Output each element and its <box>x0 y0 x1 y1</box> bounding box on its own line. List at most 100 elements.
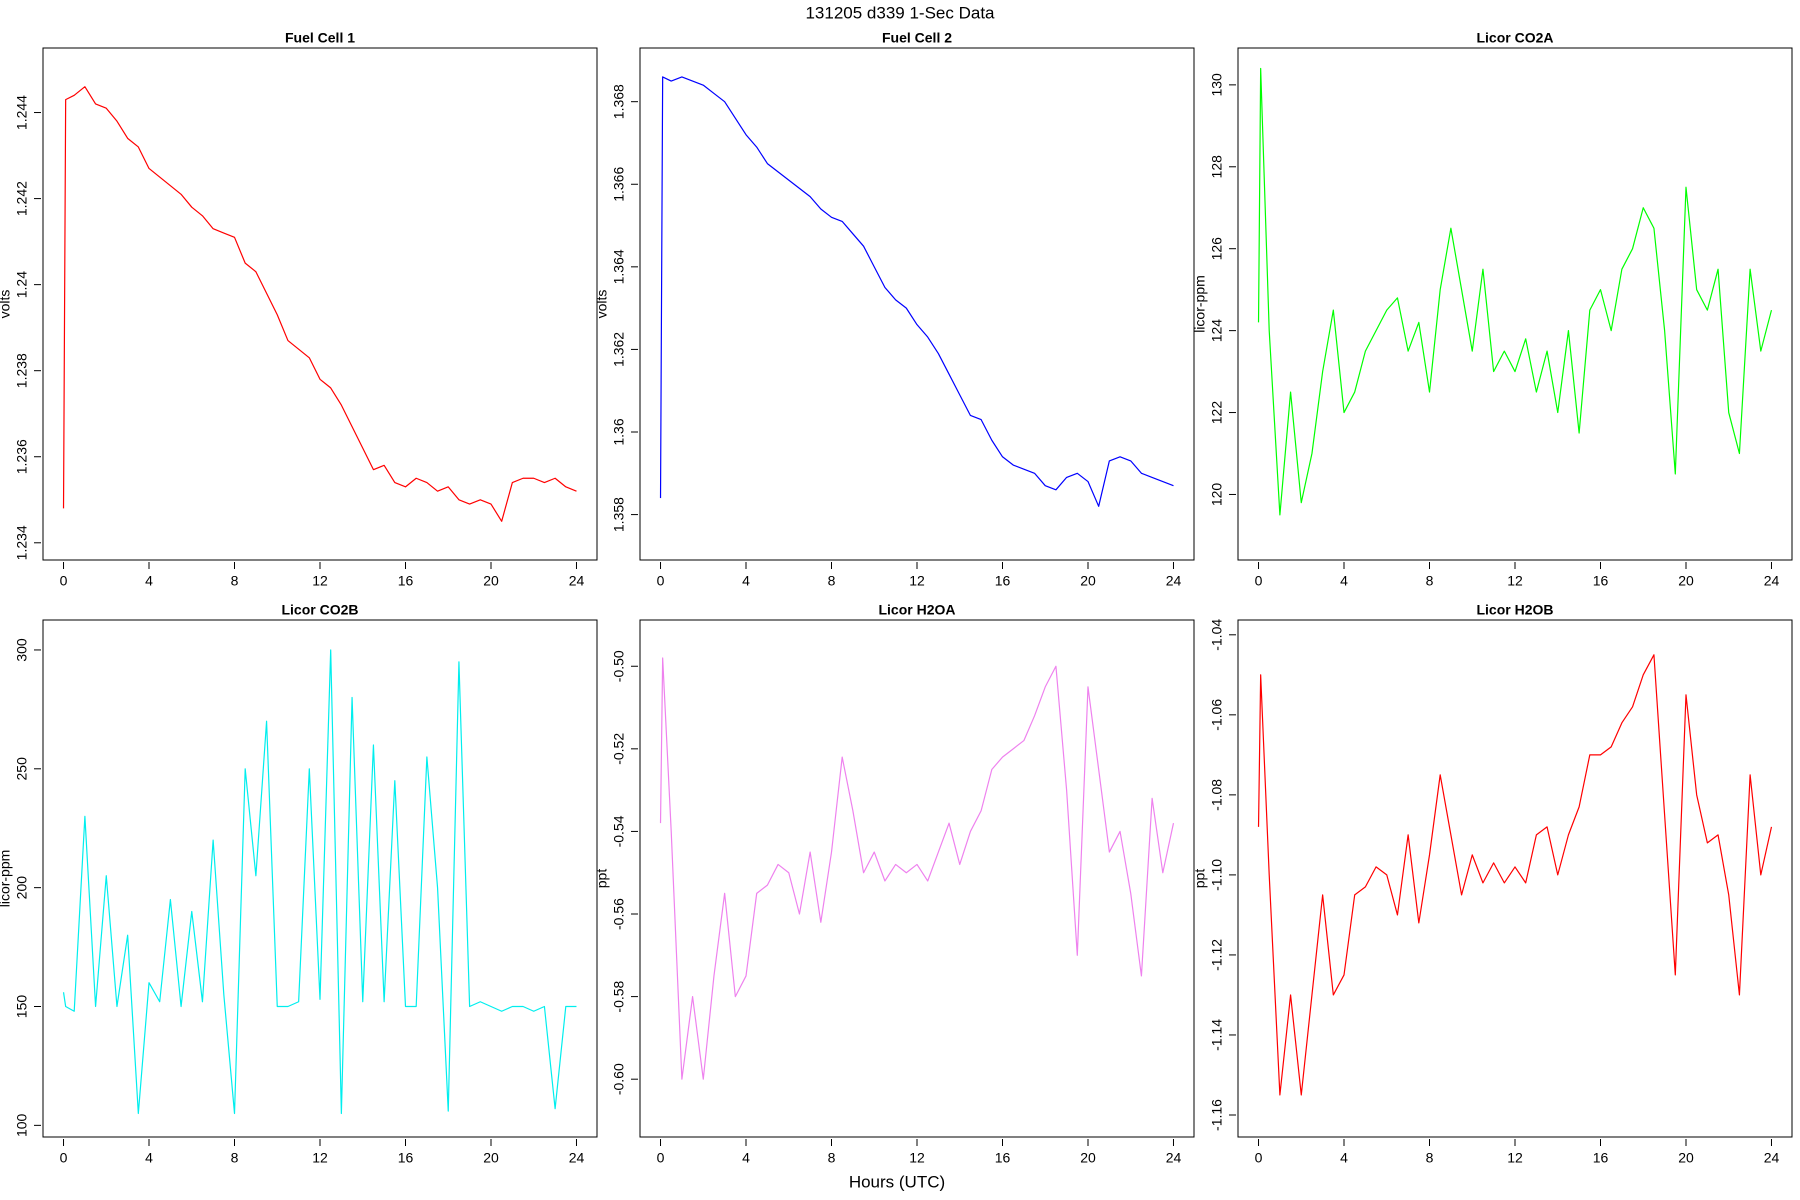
y-axis-label: ppt <box>594 869 610 889</box>
y-axis-label: licor-ppm <box>0 850 13 908</box>
x-tick-label: 20 <box>1678 573 1694 589</box>
y-tick-label: 1.234 <box>14 525 30 560</box>
panel-title: Fuel Cell 2 <box>882 30 952 46</box>
y-tick-label: -1.10 <box>1209 859 1225 891</box>
x-tick-label: 12 <box>312 1150 328 1166</box>
data-line <box>62 649 577 1115</box>
y-axis-label: ppt <box>1192 869 1208 889</box>
y-tick-label: 130 <box>1209 73 1225 97</box>
x-tick-label: 16 <box>995 573 1011 589</box>
plot-area <box>1257 654 1773 1096</box>
y-tick-label: -1.12 <box>1209 939 1225 971</box>
x-tick-label: 20 <box>483 1150 499 1166</box>
y-tick-label: 122 <box>1209 401 1225 425</box>
y-tick-label: 1.366 <box>611 167 627 202</box>
y-tick-label: 1.236 <box>14 439 30 474</box>
x-tick-label: 8 <box>1426 573 1434 589</box>
panel: Fuel Cell 2 volts 0 4 8 12 16 20 24 1.358 1.36 1.36… <box>594 30 1195 589</box>
y-tick-label: 1.362 <box>611 332 627 367</box>
x-tick-label: 24 <box>1166 1150 1182 1166</box>
plot-frame <box>1237 47 1793 561</box>
panel-title: Fuel Cell 1 <box>285 30 355 46</box>
y-tick-label: -0.56 <box>611 898 627 930</box>
x-tick-label: 0 <box>1255 573 1263 589</box>
x-tick-label: 4 <box>145 1150 153 1166</box>
y-tick-label: 150 <box>14 995 30 1019</box>
x-tick-label: 20 <box>483 573 499 589</box>
y-tick-label: 1.244 <box>14 95 30 130</box>
y-tick-label: -1.08 <box>1209 779 1225 811</box>
y-tick-label: 1.242 <box>14 181 30 216</box>
x-tick-label: 8 <box>1426 1150 1434 1166</box>
x-tick-label: 12 <box>909 1150 925 1166</box>
y-tick-label: -1.06 <box>1209 699 1225 731</box>
x-tick-label: 20 <box>1678 1150 1694 1166</box>
y-tick-label: -1.14 <box>1209 1019 1225 1051</box>
x-tick-label: 24 <box>569 1150 585 1166</box>
y-tick-label: 300 <box>14 638 30 662</box>
x-tick-label: 12 <box>1507 1150 1523 1166</box>
x-tick-label: 4 <box>742 573 750 589</box>
x-tick-label: 0 <box>657 1150 665 1166</box>
panel: Licor CO2A licor-ppm 0 4 8 12 16 20 24 120 122 124 1… <box>1192 30 1793 589</box>
y-tick-label: 126 <box>1209 237 1225 261</box>
y-tick-label: 1.36 <box>611 418 627 445</box>
plot-frame <box>42 619 598 1138</box>
panel: Licor H2OB ppt 0 4 8 12 16 20 24 -1.16 -1.14 -1.12 -… <box>1192 602 1793 1166</box>
y-tick-label: 100 <box>14 1113 30 1137</box>
y-tick-label: -0.50 <box>611 650 627 682</box>
plot-area <box>659 657 1175 1080</box>
plot-area <box>1257 67 1773 516</box>
panel-title: Licor H2OB <box>1476 602 1553 618</box>
x-tick-label: 24 <box>569 573 585 589</box>
x-tick-label: 0 <box>60 573 68 589</box>
data-line <box>1257 654 1773 1096</box>
x-tick-label: 12 <box>1507 573 1523 589</box>
y-tick-label: 1.24 <box>14 271 30 298</box>
plot-frame <box>639 47 1195 561</box>
figure-title: 131205 d339 1-Sec Data <box>805 3 995 22</box>
plot-area <box>62 649 577 1115</box>
plot-area <box>659 76 1174 507</box>
y-tick-label: 1.368 <box>611 84 627 119</box>
x-tick-label: 24 <box>1166 573 1182 589</box>
data-line <box>1257 67 1773 516</box>
x-tick-label: 20 <box>1080 1150 1096 1166</box>
y-tick-label: -0.52 <box>611 733 627 765</box>
panel-title: Licor CO2B <box>281 602 358 618</box>
x-tick-label: 4 <box>1340 573 1348 589</box>
x-tick-label: 16 <box>995 1150 1011 1166</box>
y-tick-label: 200 <box>14 876 30 900</box>
y-tick-label: 250 <box>14 757 30 781</box>
plot-frame <box>1237 619 1793 1138</box>
x-tick-label: 0 <box>60 1150 68 1166</box>
y-tick-label: 128 <box>1209 155 1225 179</box>
y-tick-label: 1.238 <box>14 353 30 388</box>
y-tick-label: 1.364 <box>611 249 627 284</box>
x-tick-label: 0 <box>1255 1150 1263 1166</box>
panel: Fuel Cell 1 volts 0 4 8 12 16 20 24 1.234 1.236 1.2… <box>0 30 598 589</box>
panel: Licor H2OA ppt 0 4 8 12 16 20 24 -0.60 -0.58 -0.56 -… <box>594 602 1195 1166</box>
panel-title: Licor H2OA <box>878 602 955 618</box>
plot-frame <box>42 47 598 561</box>
y-tick-label: -1.04 <box>1209 619 1225 651</box>
y-axis-label: volts <box>0 290 13 319</box>
x-tick-label: 4 <box>1340 1150 1348 1166</box>
y-tick-label: 124 <box>1209 319 1225 343</box>
y-tick-label: 120 <box>1209 483 1225 507</box>
x-axis-label: Hours (UTC) <box>849 1172 945 1191</box>
data-line <box>659 657 1175 1080</box>
x-tick-label: 8 <box>231 1150 239 1166</box>
x-tick-label: 12 <box>909 573 925 589</box>
y-tick-label: -0.58 <box>611 980 627 1012</box>
y-tick-label: 1.358 <box>611 497 627 532</box>
x-tick-label: 8 <box>828 1150 836 1166</box>
x-tick-label: 16 <box>398 573 414 589</box>
y-tick-label: -1.16 <box>1209 1099 1225 1131</box>
x-tick-label: 8 <box>231 573 239 589</box>
panel: Licor CO2B licor-ppm 0 4 8 12 16 20 24 100 150 200 2… <box>0 602 598 1166</box>
x-tick-label: 16 <box>1593 573 1609 589</box>
data-line <box>659 76 1174 507</box>
